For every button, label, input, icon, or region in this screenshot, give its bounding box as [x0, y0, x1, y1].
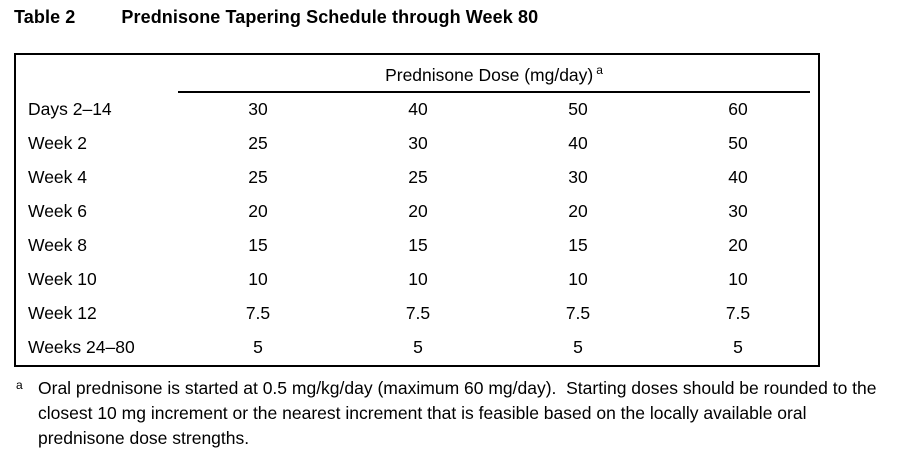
row-label: Days 2–14 — [28, 99, 112, 120]
dose-cell: 20 — [568, 201, 588, 222]
dose-cell: 5 — [413, 337, 423, 358]
dose-cell: 5 — [733, 337, 743, 358]
row-label: Weeks 24–80 — [28, 337, 135, 358]
header-footnote-marker: a — [596, 63, 603, 77]
dose-cell: 7.5 — [565, 303, 591, 324]
row-label: Week 8 — [28, 235, 88, 256]
table-number: Table 2 — [14, 7, 76, 27]
row-label: Week 2 — [28, 133, 88, 154]
header-corner-cell — [16, 55, 178, 93]
dose-cell: 7.5 — [725, 303, 751, 324]
dose-table: Prednisone Dose (mg/day) a Days 2–14 30 4… — [14, 53, 820, 367]
table-header-row: Prednisone Dose (mg/day) a — [16, 55, 818, 93]
table-row: Week 10 10 10 10 10 — [16, 263, 818, 297]
table-caption: Prednisone Tapering Schedule through Wee… — [121, 7, 539, 27]
column-group-header-label: Prednisone Dose (mg/day) — [385, 64, 594, 85]
dose-cell: 40 — [728, 167, 748, 188]
footnote-text: Oral prednisone is started at 0.5 mg/kg/… — [38, 378, 882, 448]
dose-cell: 20 — [248, 201, 268, 222]
table-row: Week 12 7.5 7.5 7.5 7.5 — [16, 297, 818, 331]
dose-cell: 25 — [408, 167, 428, 188]
row-label: Week 6 — [28, 201, 88, 222]
dose-cell: 25 — [248, 133, 268, 154]
table-title: Table 2 Prednisone Tapering Schedule thro… — [14, 7, 538, 28]
dose-cell: 30 — [248, 99, 268, 120]
row-label: Week 10 — [28, 269, 97, 290]
table-row: Weeks 24–80 5 5 5 5 — [16, 331, 818, 365]
dose-cell: 10 — [408, 269, 428, 290]
column-group-header: Prednisone Dose (mg/day) a — [178, 55, 810, 93]
dose-cell: 25 — [248, 167, 268, 188]
table-row: Week 8 15 15 15 20 — [16, 229, 818, 263]
dose-cell: 10 — [248, 269, 268, 290]
dose-cell: 40 — [408, 99, 428, 120]
dose-cell: 20 — [728, 235, 748, 256]
dose-cell: 7.5 — [405, 303, 431, 324]
footnote: a Oral prednisone is started at 0.5 mg/k… — [14, 376, 888, 451]
table-row: Days 2–14 30 40 50 60 — [16, 93, 818, 127]
dose-cell: 50 — [568, 99, 588, 120]
dose-cell: 40 — [568, 133, 588, 154]
dose-cell: 30 — [568, 167, 588, 188]
dose-cell: 60 — [728, 99, 748, 120]
dose-cell: 20 — [408, 201, 428, 222]
dose-cell: 5 — [253, 337, 263, 358]
dose-cell: 10 — [568, 269, 588, 290]
dose-cell: 30 — [728, 201, 748, 222]
row-label: Week 12 — [28, 303, 97, 324]
table-row: Week 4 25 25 30 40 — [16, 161, 818, 195]
dose-cell: 5 — [573, 337, 583, 358]
dose-cell: 7.5 — [245, 303, 271, 324]
footnote-marker: a — [16, 378, 23, 392]
row-label: Week 4 — [28, 167, 88, 188]
dose-cell: 15 — [248, 235, 268, 256]
dose-cell: 15 — [568, 235, 588, 256]
dose-cell: 10 — [728, 269, 748, 290]
table-row: Week 6 20 20 20 30 — [16, 195, 818, 229]
dose-cell: 50 — [728, 133, 748, 154]
dose-cell: 15 — [408, 235, 428, 256]
table-row: Week 2 25 30 40 50 — [16, 127, 818, 161]
dose-cell: 30 — [408, 133, 428, 154]
